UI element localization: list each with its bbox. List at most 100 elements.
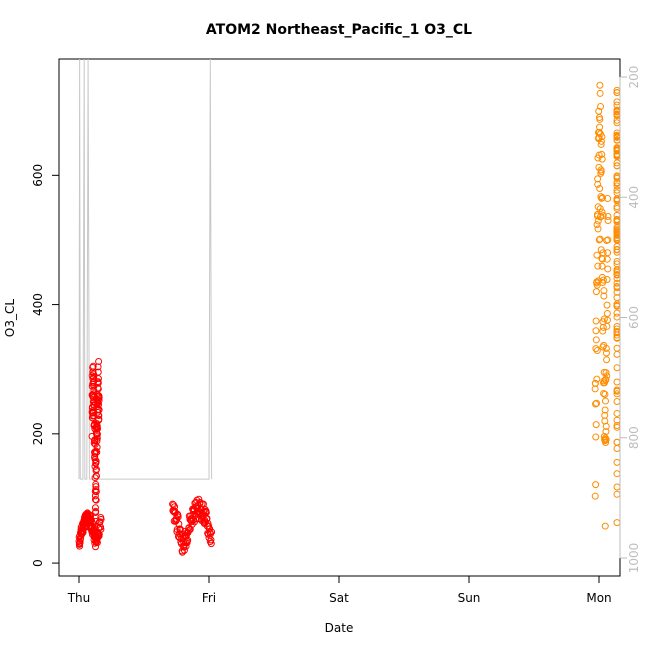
data-point-s2-g1-63 [598, 208, 606, 216]
data-point-s2-g1-99 [602, 428, 610, 436]
data-point-s1-g2-57 [91, 504, 99, 512]
data-point-s2-g2-56 [613, 378, 621, 386]
data-point-s2-g1-24 [594, 180, 602, 188]
data-point-s2-g1-113 [603, 316, 611, 324]
right-y-tick-label-600: 600 [627, 306, 641, 329]
data-point-s2-g1-65 [598, 155, 606, 163]
y-tick-label-0: 0 [31, 559, 45, 567]
data-point-s2-g1-58 [597, 137, 605, 145]
data-point-s2-g2-59 [613, 470, 621, 478]
data-point-s1-g2-58 [91, 496, 99, 504]
data-point-s2-g2-77 [613, 344, 621, 352]
data-point-s1-g2-72 [92, 488, 100, 496]
data-point-s2-g1-75 [599, 323, 607, 331]
data-point-s2-g1-64 [598, 262, 606, 270]
data-point-s2-g1-105 [603, 356, 611, 364]
data-point-s2-g2-66 [613, 458, 621, 466]
data-point-s1-g3-110 [205, 522, 213, 530]
pressure-polyline [78, 58, 213, 480]
data-point-s2-g1-92 [601, 406, 609, 414]
right-y-tick-label-200: 200 [627, 66, 641, 89]
data-point-s1-g1-62 [87, 512, 95, 520]
data-point-s2-g1-95 [601, 397, 609, 405]
data-point-s2-g1-43 [596, 115, 604, 123]
data-point-s2-g1-108 [603, 322, 611, 330]
data-point-s2-g1-103 [602, 344, 610, 352]
data-point-s2-g1-112 [603, 310, 611, 318]
data-point-s2-g1-55 [597, 140, 605, 148]
right-y-tick-label-800: 800 [627, 426, 641, 449]
data-point-s1-g2-104 [94, 368, 102, 376]
x-axis-label: Date [325, 621, 354, 635]
y-tick-label-600: 600 [31, 164, 45, 187]
data-point-s1-g2-80 [93, 420, 101, 428]
data-point-s2-g1-9 [592, 317, 600, 325]
data-point-s2-g1-107 [603, 372, 611, 380]
data-point-s2-g1-109 [603, 301, 611, 309]
data-point-s2-g1-116 [604, 265, 612, 273]
data-point-s1-g3-24 [176, 525, 184, 533]
data-point-s1-g2-79 [93, 448, 101, 456]
data-point-s1-g3-52 [186, 526, 194, 534]
data-point-s1-g2-92 [94, 425, 102, 433]
data-point-s2-g1-1 [591, 492, 599, 500]
data-point-s2-g1-19 [593, 281, 601, 289]
data-point-s2-g1-119 [604, 216, 612, 224]
data-point-s1-g2-117 [95, 397, 103, 405]
data-point-s2-g1-44 [596, 81, 604, 89]
data-point-s1-g2-118 [95, 406, 103, 414]
data-point-s2-g2-57 [613, 444, 621, 452]
data-point-s1-g3-41 [182, 542, 190, 550]
data-point-s1-g3-105 [203, 514, 211, 522]
data-point-s2-g1-68 [599, 194, 607, 202]
x-tick-label-thu: Thu [67, 591, 91, 605]
data-points [75, 81, 621, 556]
data-point-s1-g3-117 [207, 536, 215, 544]
pressure-line [78, 58, 213, 480]
right-y-axis: 200 400 600 800 1000 [619, 66, 641, 573]
data-point-s2-g1-6 [592, 433, 600, 441]
data-point-s1-g2-88 [93, 422, 101, 430]
data-point-s2-g1-81 [600, 287, 608, 295]
data-point-s2-g1-27 [594, 225, 602, 233]
data-point-s2-g1-98 [602, 375, 610, 383]
x-tick-label-mon: Mon [586, 591, 611, 605]
x-tick-label-sun: Sun [458, 591, 481, 605]
data-point-s1-g3-17 [174, 513, 182, 521]
data-point-s2-g1-57 [597, 168, 605, 176]
data-point-s2-g1-42 [596, 184, 604, 192]
data-point-s2-g1-104 [602, 349, 610, 357]
data-point-s1-g2-74 [92, 472, 100, 480]
data-point-s2-g1-11 [592, 336, 600, 344]
data-point-s2-g1-3 [591, 379, 599, 387]
data-point-s1-g1-89 [92, 543, 100, 551]
y-axis: 0 200 400 600 [31, 164, 60, 567]
data-point-s2-g1-118 [604, 213, 612, 221]
data-point-s2-g1-102 [602, 422, 610, 430]
data-point-s2-g2-65 [613, 490, 621, 498]
x-axis: Thu Fri Sat Sun Mon [67, 575, 612, 605]
x-tick-label-fri: Fri [202, 591, 216, 605]
data-point-s2-g1-70 [599, 327, 607, 335]
data-point-s1-g2-109 [95, 401, 103, 409]
data-point-s1-g2-51 [91, 474, 99, 482]
x-tick-label-sat: Sat [329, 591, 349, 605]
data-point-s2-g1-41 [596, 123, 604, 131]
data-point-s2-g1-73 [599, 249, 607, 257]
data-point-s1-g2-101 [94, 363, 102, 371]
data-point-s2-g1-38 [595, 236, 603, 244]
data-point-s2-g1-114 [604, 249, 612, 257]
data-point-s1-g3-46 [184, 536, 192, 544]
data-point-s2-g1-25 [594, 262, 602, 270]
data-point-s1-g3-119 [208, 528, 216, 536]
data-point-s1-g2-106 [94, 385, 102, 393]
data-point-s2-g1-13 [593, 399, 601, 407]
data-point-s2-g1-78 [600, 389, 608, 397]
data-point-s1-g2-61 [92, 507, 100, 515]
data-point-s2-g1-90 [601, 390, 609, 398]
data-point-s1-g1-3 [76, 542, 84, 550]
data-point-s2-g2-64 [613, 483, 621, 491]
data-point-s2-g1-62 [598, 133, 606, 141]
data-point-s2-g1-115 [604, 195, 612, 203]
